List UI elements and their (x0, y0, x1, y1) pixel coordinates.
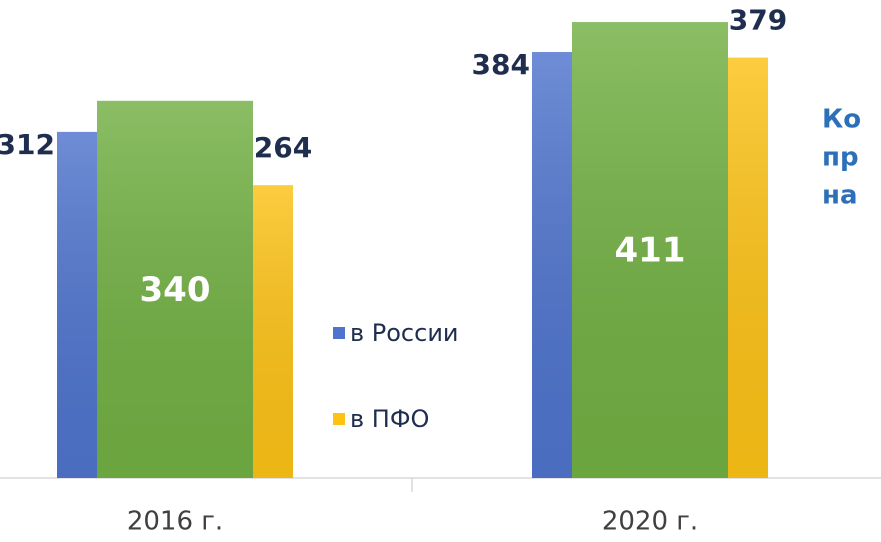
legend-label: в России (350, 319, 459, 347)
legend-swatch (333, 327, 345, 339)
bar-shade (728, 57, 768, 479)
data-label: 264 (254, 131, 312, 164)
x-tick-label: 2016 г. (127, 507, 223, 537)
annotation: на (822, 181, 858, 211)
bar-shade (532, 52, 576, 479)
bar-shade (57, 131, 101, 478)
annotation: Ко (822, 105, 861, 135)
data-label: 411 (615, 231, 686, 271)
data-label: 312 (0, 128, 55, 161)
data-label: 340 (140, 270, 211, 310)
data-label: 379 (729, 4, 787, 37)
data-label: 384 (472, 48, 530, 81)
x-tick-label: 2020 г. (602, 507, 698, 537)
bar-shade (97, 100, 253, 478)
legend-label: в ПФО (350, 405, 429, 433)
legend-swatch (333, 413, 345, 425)
annotation: пр (822, 143, 859, 173)
bar-shade (572, 22, 728, 478)
bar-shade (253, 185, 293, 479)
